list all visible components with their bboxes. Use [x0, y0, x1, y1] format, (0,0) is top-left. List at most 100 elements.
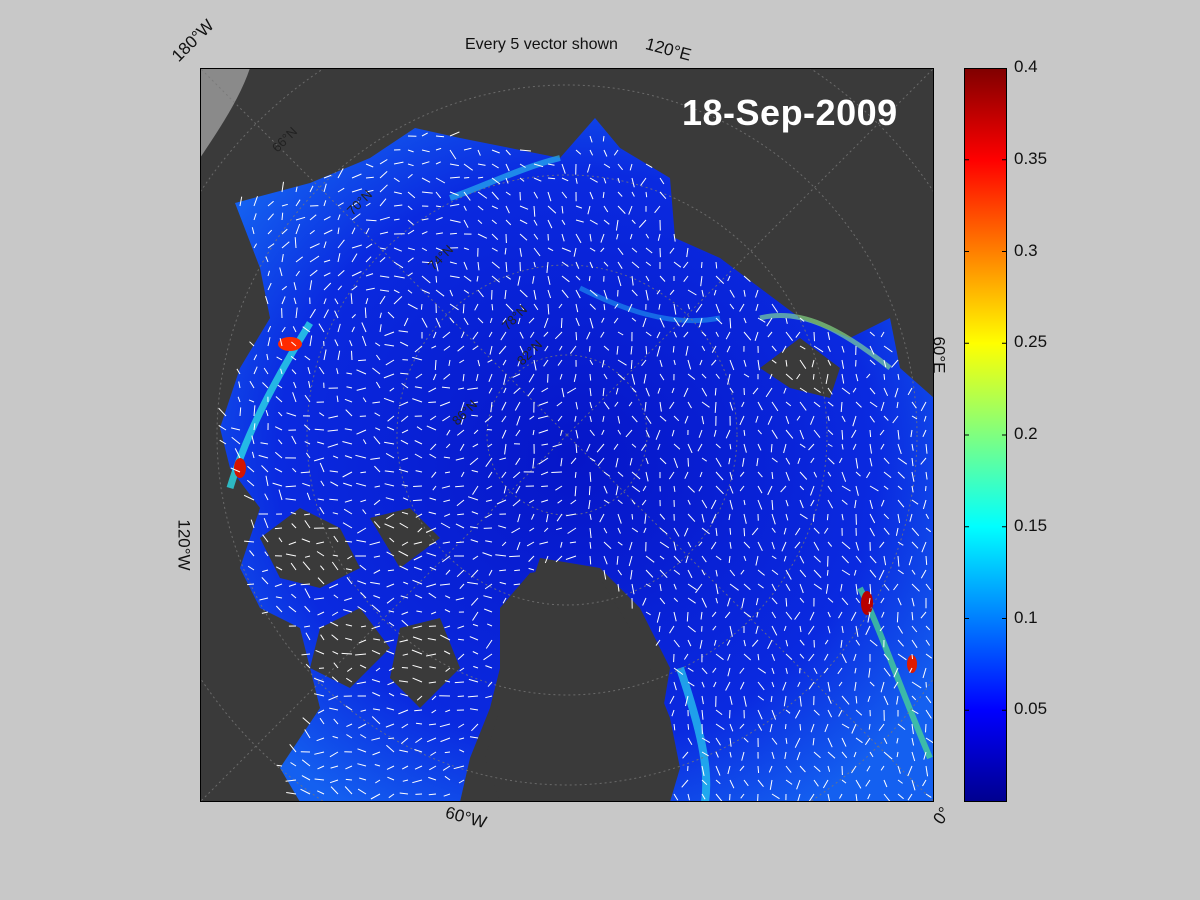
- ice-drift-vector-arrow: [459, 583, 465, 590]
- ice-drift-vector-arrow: [909, 667, 913, 673]
- ice-drift-vector-arrow: [645, 345, 648, 355]
- ice-drift-vector-arrow: [471, 414, 479, 417]
- ice-drift-vector-arrow: [428, 401, 437, 403]
- ice-drift-vector-arrow: [290, 762, 297, 767]
- ice-drift-vector-arrow: [743, 499, 746, 506]
- ice-drift-vector-arrow: [330, 765, 339, 769]
- ice-drift-vector-arrow: [669, 401, 675, 409]
- ice-drift-vector-arrow: [729, 485, 734, 494]
- ice-drift-vector-arrow: [379, 198, 387, 207]
- ice-drift-vector-arrow: [729, 443, 732, 450]
- ice-drift-vector-arrow: [601, 429, 605, 436]
- ice-drift-vector-arrow: [341, 652, 353, 655]
- ice-drift-vector-arrow: [337, 285, 343, 291]
- ice-drift-vector-arrow: [305, 663, 311, 669]
- ice-drift-vector-arrow: [799, 639, 805, 646]
- ice-drift-vector-arrow: [838, 709, 843, 717]
- ice-drift-vector-arrow: [673, 723, 676, 731]
- ice-drift-vector-arrow: [526, 541, 535, 547]
- ice-drift-vector-arrow: [388, 610, 395, 613]
- ice-drift-vector-arrow: [757, 317, 766, 323]
- ice-drift-vector-arrow: [575, 303, 579, 313]
- ice-drift-vector-arrow: [372, 692, 381, 697]
- ice-drift-vector-arrow: [603, 345, 610, 351]
- ice-drift-vector-arrow: [640, 177, 647, 186]
- ice-drift-vector-arrow: [435, 247, 443, 252]
- ice-drift-vector-arrow: [487, 359, 493, 363]
- ice-drift-vector-arrow: [769, 373, 773, 380]
- colorbar-tick-label: 0.2: [1014, 424, 1038, 443]
- ice-drift-vector-arrow: [711, 611, 717, 618]
- ice-drift-vector-arrow: [262, 534, 269, 543]
- ice-drift-vector-arrow: [515, 429, 521, 437]
- ice-drift-vector-arrow: [435, 205, 442, 208]
- ice-drift-vector-arrow: [332, 554, 339, 557]
- ice-drift-vector-arrow: [827, 331, 831, 340]
- ice-drift-vector-arrow: [600, 247, 605, 253]
- ice-drift-vector-arrow: [304, 394, 311, 403]
- ice-drift-vector-arrow: [701, 513, 705, 523]
- ice-drift-vector-arrow: [575, 443, 578, 454]
- ice-drift-vector-arrow: [304, 441, 311, 445]
- ice-drift-vector-arrow: [687, 499, 691, 505]
- ice-drift-vector-arrow: [238, 381, 241, 389]
- ice-drift-vector-arrow: [599, 513, 605, 523]
- ice-drift-vector-arrow: [333, 718, 339, 725]
- ice-drift-vector-arrow: [239, 196, 243, 207]
- ice-drift-vector-arrow: [841, 751, 848, 759]
- ice-drift-vector-arrow: [293, 282, 297, 291]
- ice-drift-vector-arrow: [771, 303, 779, 313]
- ice-drift-vector-arrow: [617, 177, 620, 183]
- ice-drift-vector-arrow: [589, 359, 594, 365]
- ice-drift-vector-arrow: [398, 330, 409, 333]
- ice-drift-vector-arrow: [379, 159, 388, 165]
- ice-drift-vector-arrow: [371, 737, 381, 741]
- ice-drift-vector-arrow: [267, 200, 274, 207]
- ice-drift-vector-arrow: [755, 289, 759, 298]
- ice-drift-vector-arrow: [729, 317, 732, 329]
- ice-drift-vector-arrow: [673, 793, 679, 801]
- ice-drift-vector-arrow: [589, 191, 594, 200]
- ice-drift-vector-arrow: [673, 611, 677, 622]
- ice-drift-vector-arrow: [771, 653, 776, 661]
- ice-drift-vector-arrow: [659, 415, 667, 422]
- ice-drift-vector-arrow: [264, 551, 269, 557]
- ice-drift-vector-arrow: [673, 597, 679, 602]
- ice-drift-vector-arrow: [659, 541, 670, 549]
- ice-drift-vector-arrow: [628, 401, 633, 407]
- ice-drift-vector-arrow: [715, 443, 721, 449]
- ice-drift-vector-arrow: [727, 667, 731, 677]
- ice-drift-vector-arrow: [715, 527, 718, 536]
- ice-drift-vector-arrow: [615, 219, 619, 231]
- ice-drift-vector-arrow: [855, 401, 862, 408]
- ice-drift-vector-arrow: [385, 452, 395, 459]
- ice-drift-vector-arrow: [783, 387, 787, 394]
- ice-drift-vector-arrow: [421, 161, 430, 165]
- ice-drift-vector-arrow: [854, 667, 857, 674]
- ice-drift-vector-arrow: [532, 457, 535, 469]
- ice-drift-vector-arrow: [439, 723, 451, 728]
- ice-drift-vector-arrow: [393, 261, 404, 269]
- ice-drift-vector-arrow: [701, 667, 708, 675]
- ice-drift-vector-arrow: [383, 397, 395, 403]
- ice-drift-vector-arrow: [768, 765, 773, 773]
- ice-drift-vector-arrow: [767, 415, 773, 425]
- ice-drift-vector-arrow: [244, 540, 255, 543]
- ice-drift-vector-arrow: [751, 639, 759, 647]
- ice-drift-vector-arrow: [616, 233, 619, 240]
- ice-drift-vector-arrow: [672, 345, 675, 353]
- ice-drift-vector-arrow: [799, 359, 807, 369]
- ice-drift-vector-arrow: [743, 317, 747, 324]
- ice-drift-vector-arrow: [500, 331, 507, 341]
- ice-drift-vector-arrow: [449, 303, 459, 311]
- ice-drift-vector-arrow: [511, 527, 521, 534]
- ice-drift-vector-arrow: [698, 541, 703, 547]
- ice-drift-vector-arrow: [796, 751, 801, 761]
- ice-drift-vector-arrow: [491, 233, 499, 240]
- ice-drift-vector-arrow: [687, 667, 694, 672]
- ice-drift-vector-arrow: [615, 485, 619, 496]
- ice-drift-vector-arrow: [867, 793, 871, 800]
- ice-drift-vector-arrow: [337, 202, 344, 207]
- ice-drift-vector-arrow: [360, 734, 367, 739]
